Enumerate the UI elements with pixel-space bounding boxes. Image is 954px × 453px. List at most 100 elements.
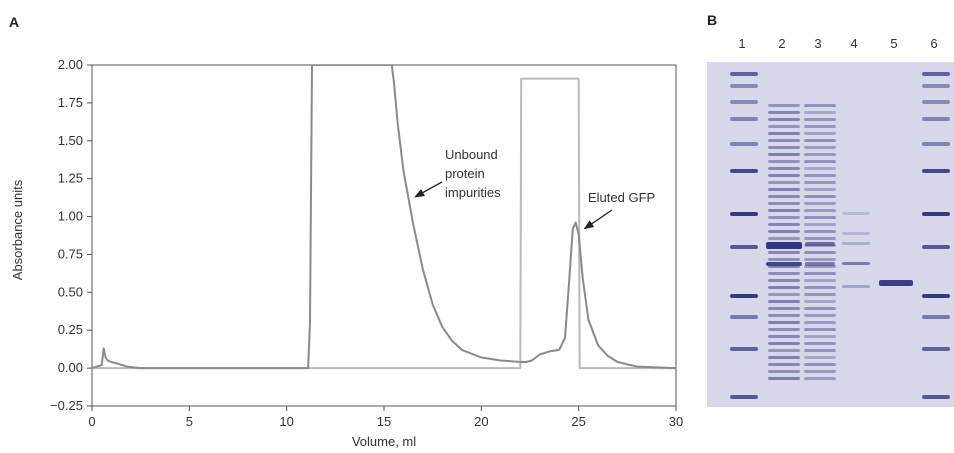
gel-band [804,188,836,191]
gel-band [804,321,836,324]
gel-band [842,285,870,288]
x-tick-label: 20 [474,414,488,429]
gel-band [804,209,836,212]
gel-band [730,395,758,399]
gel-band [804,181,836,184]
gel-band [804,237,836,240]
y-tick-label: 0.25 [58,322,83,337]
gel-band [804,356,836,359]
gel-band [804,293,836,296]
gel-band [768,237,800,240]
gel-band [768,293,800,296]
gel-band [804,146,836,149]
x-tick-label: 25 [571,414,585,429]
x-tick-label: 5 [186,414,193,429]
gel-band [768,286,800,289]
gel-band [730,169,758,173]
gel-band [842,212,870,215]
lane-label-3: 3 [814,36,822,51]
lane-label-6: 6 [930,36,938,51]
x-tick-label: 10 [279,414,293,429]
gel-band [922,395,950,399]
gel-band [768,167,800,170]
gel-band [730,117,758,121]
y-tick-label: 1.25 [58,171,83,186]
gel-band [804,335,836,338]
series-line [92,65,676,370]
gel-lane-numbers: 1 2 3 4 5 6 [707,36,954,56]
gel-band [804,160,836,163]
y-tick-label: 0.50 [58,284,83,299]
y-tick-label: 0.00 [58,360,83,375]
gel-band [804,258,836,261]
gel-band [768,335,800,338]
series-layer [92,65,676,370]
gel-band [804,202,836,205]
gel-band [922,117,950,121]
gel-band [768,307,800,310]
x-tick-label: 30 [669,414,683,429]
panel-b-label: B [707,12,718,28]
x-axis-label: Volume, ml [352,434,416,449]
gel-band [922,294,950,298]
gel-band [730,245,758,249]
gel-band [768,104,800,107]
gel-band [922,100,950,104]
gel-band [768,370,800,373]
gel-band [804,279,836,282]
gel-band [730,72,758,76]
gel-band [804,118,836,121]
gel-band [842,262,870,265]
gel-band [922,245,950,249]
gel-band [768,223,800,226]
gel-band [768,160,800,163]
y-tick-label: 1.50 [58,133,83,148]
gel-band [768,174,800,177]
gel-band [804,153,836,156]
gel-band [768,377,800,380]
gel-band [804,272,836,275]
gel-band [730,347,758,351]
gel-band [768,314,800,317]
gel-band [804,230,836,233]
gel-band [879,280,913,286]
gel-band [768,363,800,366]
gel-band [804,328,836,331]
axes: 0 5 10 15 20 25 30 −0.25 0.00 0.25 0.50 0.75 1.00 1.2… [50,57,683,429]
gel-band [768,279,800,282]
gel-band [804,104,836,107]
gel-band [730,294,758,298]
annotation-arrow [414,181,443,198]
gel-band [804,370,836,373]
gel-band [768,181,800,184]
y-tick-label: 2.00 [58,57,83,72]
gel-band [922,84,950,88]
gel-band [730,84,758,88]
gel-band [804,111,836,114]
gel-bands [730,72,950,399]
gel-band [922,169,950,173]
gel-band [804,349,836,352]
gel-band [804,300,836,303]
gel-band [768,258,800,261]
gel-band [768,111,800,114]
sds-page-gel [707,62,954,407]
lane-label-2: 2 [778,36,786,51]
gel-band [842,232,870,235]
y-tick-label: −0.25 [50,398,83,413]
gel-band [768,146,800,149]
gel-band [804,195,836,198]
series-line [92,77,676,370]
gel-band [766,242,802,249]
gel-band [805,242,835,246]
gel-band [730,315,758,319]
gel-band [922,142,950,146]
gel-band [804,174,836,177]
gel-band [804,314,836,317]
gel-band [768,349,800,352]
annotation-arrow [583,209,613,230]
gel-band [768,321,800,324]
gel-band [730,142,758,146]
gel-band [804,216,836,219]
gel-band [768,328,800,331]
